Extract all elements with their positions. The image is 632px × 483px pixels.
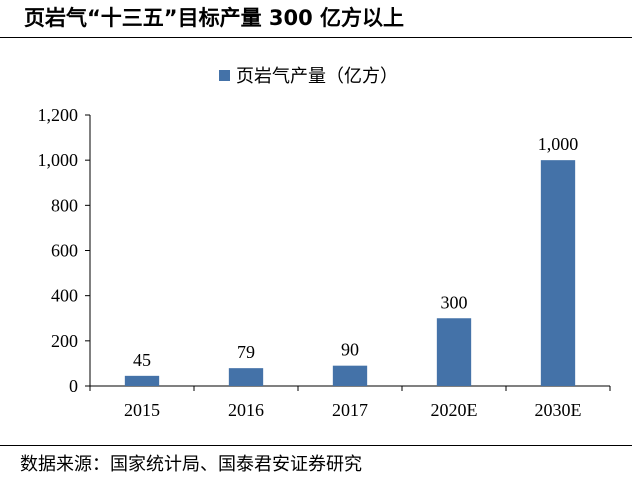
data-label: 79 (237, 342, 255, 362)
data-label: 1,000 (538, 134, 579, 154)
bar (228, 368, 264, 386)
y-tick-label: 1,200 (38, 105, 79, 125)
y-tick-label: 400 (51, 286, 78, 306)
bar (332, 365, 368, 386)
data-label: 90 (341, 340, 359, 360)
data-source-note: 数据来源：国家统计局、国泰君安证券研究 (20, 454, 362, 475)
bars (124, 160, 576, 386)
x-axis: 2015 2016 2017 2020E 2030E (89, 385, 611, 420)
x-tick-label: 2030E (535, 400, 582, 420)
x-tick-label: 2016 (228, 400, 264, 420)
y-tick-label: 800 (51, 195, 78, 215)
bar (436, 318, 472, 386)
legend: 页岩气产量（亿方） (219, 66, 398, 87)
data-label: 45 (133, 350, 151, 370)
x-tick-label: 2020E (431, 400, 478, 420)
y-tick-label: 200 (51, 331, 78, 351)
bar (124, 375, 160, 386)
x-tick-label: 2015 (124, 400, 160, 420)
y-tick-label: 1,000 (38, 150, 79, 170)
legend-label: 页岩气产量（亿方） (236, 66, 398, 87)
footer-divider (0, 445, 632, 446)
y-axis: 0 200 400 600 800 1,000 1,200 (38, 105, 91, 396)
y-tick-label: 600 (51, 241, 78, 261)
chart-title: 页岩气“十三五”目标产量 300 亿方以上 (24, 6, 405, 30)
x-tick-label: 2017 (332, 400, 368, 420)
data-labels: 45 79 90 300 1,000 (133, 134, 578, 370)
bar (540, 160, 576, 386)
data-label: 300 (441, 292, 468, 312)
legend-swatch (219, 70, 230, 81)
title-divider (0, 37, 632, 38)
y-tick-label: 0 (69, 376, 78, 396)
